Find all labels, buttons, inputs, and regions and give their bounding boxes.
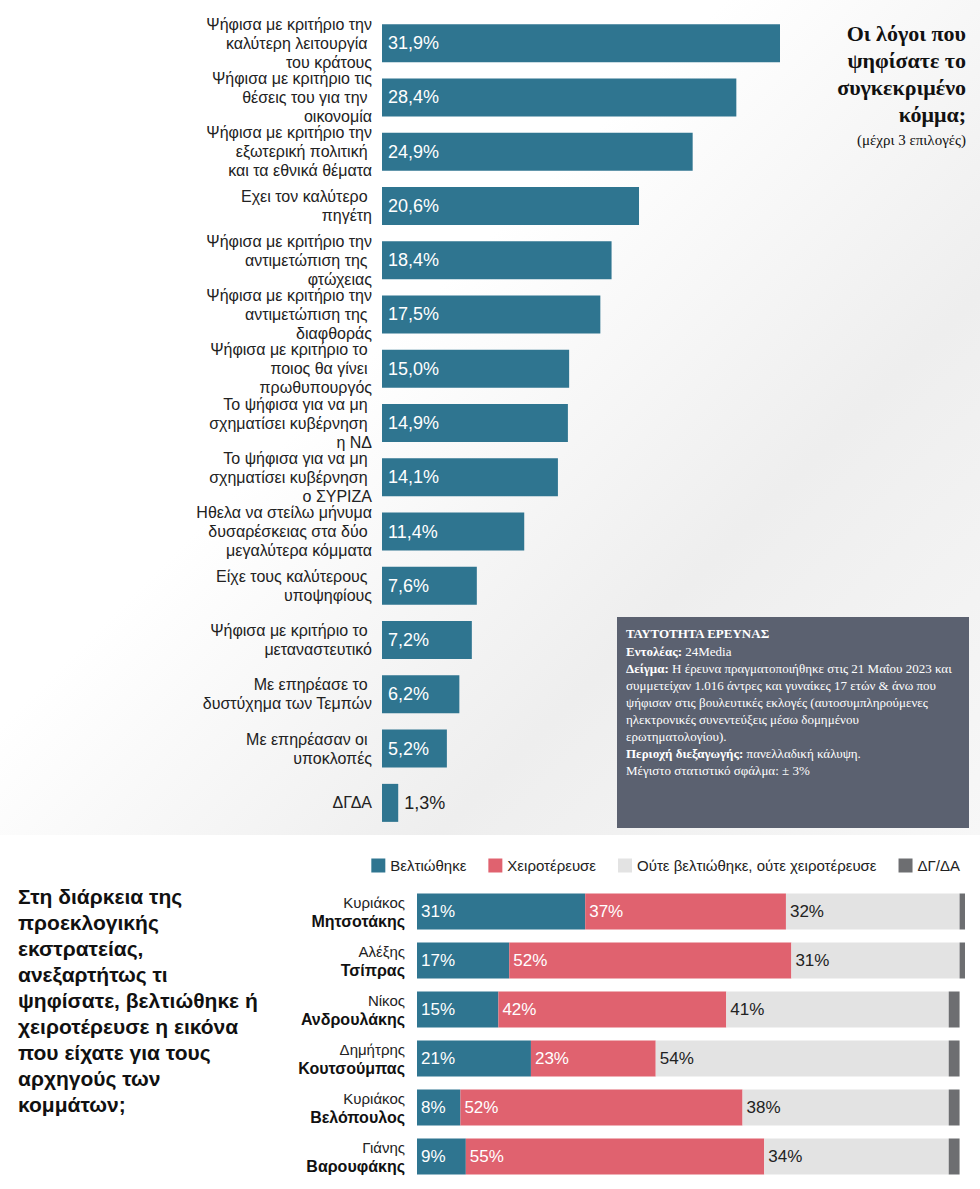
svg-text:7,6%: 7,6% <box>388 576 429 596</box>
svg-text:Νίκος: Νίκος <box>368 992 405 1009</box>
svg-text:8%: 8% <box>421 1098 446 1117</box>
svg-text:αντιμετώπιση της: αντιμετώπιση της <box>241 306 372 323</box>
svg-text:Δημήτρης: Δημήτρης <box>340 1041 405 1058</box>
svg-text:31,9%: 31,9% <box>388 33 439 53</box>
svg-text:Ψήφισα με κριτήριο το: Ψήφισα με κριτήριο το <box>210 341 372 358</box>
svg-text:17%: 17% <box>421 951 455 970</box>
svg-text:Ψήφισα με κριτήριο την: Ψήφισα με κριτήριο την <box>206 287 372 304</box>
svg-text:6,2%: 6,2% <box>388 684 429 704</box>
svg-text:Ψήφισα με κριτήριο την: Ψήφισα με κριτήριο την <box>206 124 372 141</box>
svg-text:πρωθυπουργός: πρωθυπουργός <box>260 379 373 396</box>
svg-text:9%: 9% <box>421 1147 446 1166</box>
svg-text:23%: 23% <box>535 1049 569 1068</box>
svg-text:Ούτε βελτιώθηκε, ούτε χειροτέρ: Ούτε βελτιώθηκε, ούτε χειροτέρευσε <box>637 857 877 874</box>
svg-text:ο ΣΥΡΙΖΑ: ο ΣΥΡΙΖΑ <box>303 488 373 505</box>
svg-text:ΔΓΔΑ: ΔΓΔΑ <box>333 794 373 811</box>
svg-text:αντιμετώπιση της: αντιμετώπιση της <box>241 252 372 269</box>
svg-text:31%: 31% <box>795 951 829 970</box>
svg-text:52%: 52% <box>513 951 547 970</box>
svg-text:Το ψήφισα για να μη: Το ψήφισα για να μη <box>223 396 372 413</box>
svg-text:Ηθελα να στείλω μήνυμα: Ηθελα να στείλω μήνυμα <box>196 504 372 521</box>
svg-text:Χειροτέρευσε: Χειροτέρευσε <box>507 857 596 874</box>
svg-text:55%: 55% <box>470 1147 504 1166</box>
svg-text:Γιάνης: Γιάνης <box>362 1139 405 1156</box>
svg-text:15,0%: 15,0% <box>388 359 439 379</box>
svg-text:Τσίπρας: Τσίπρας <box>341 962 405 980</box>
svg-text:εξωτερική πολιτική: εξωτερική πολιτική <box>231 143 372 161</box>
svg-text:28,4%: 28,4% <box>388 87 439 107</box>
svg-text:7,2%: 7,2% <box>388 630 429 650</box>
svg-text:Ανδρουλάκης: Ανδρουλάκης <box>301 1011 405 1029</box>
svg-text:Βελόπουλος: Βελόπουλος <box>310 1109 405 1127</box>
svg-text:Βελτιώθηκε: Βελτιώθηκε <box>390 857 466 874</box>
svg-text:σχηματίσει κυβέρνηση: σχηματίσει κυβέρνηση <box>209 415 372 432</box>
svg-text:Είχε τους καλύτερους: Είχε τους καλύτερους <box>216 568 372 585</box>
svg-text:διαφθοράς: διαφθοράς <box>296 325 372 342</box>
html-text:Περιοχή διεξαγωγής: πανελλαδικ: Περιοχή διεξαγωγής: πανελλαδική κάλυψη. <box>626 746 861 761</box>
svg-text:14,9%: 14,9% <box>388 413 439 433</box>
svg-text:38%: 38% <box>747 1098 781 1117</box>
svg-text:καλύτερη λειτουργία: καλύτερη λειτουργία <box>221 35 372 52</box>
svg-text:52%: 52% <box>464 1098 498 1117</box>
svg-text:Αλέξης: Αλέξης <box>359 943 405 960</box>
svg-text:37%: 37% <box>589 902 623 921</box>
svg-text:και τα εθνικά θέματα: και τα εθνικά θέματα <box>228 162 372 179</box>
svg-text:Με επηρέασαν οι: Με επηρέασαν οι <box>246 731 372 748</box>
html-text:(μέχρι 3 επιλογές): (μέχρι 3 επιλογές) <box>856 132 966 148</box>
svg-text:Με επηρέασε το: Με επηρέασε το <box>254 676 372 693</box>
svg-text:20,6%: 20,6% <box>388 196 439 216</box>
svg-text:1,3%: 1,3% <box>404 793 445 813</box>
svg-text:σχηματίσει κυβέρνηση: σχηματίσει κυβέρνηση <box>209 469 372 486</box>
svg-text:Ψήφισα με κριτήριο το: Ψήφισα με κριτήριο το <box>210 622 372 639</box>
svg-text:42%: 42% <box>502 1000 536 1019</box>
svg-text:Βαρουφάκης: Βαρουφάκης <box>306 1158 405 1176</box>
svg-text:υποκλοπές: υποκλοπές <box>293 750 372 767</box>
svg-text:17,5%: 17,5% <box>388 304 439 324</box>
svg-text:32%: 32% <box>790 902 824 921</box>
svg-text:Κυριάκος: Κυριάκος <box>343 1090 405 1107</box>
svg-text:Εχει τον καλύτερο: Εχει τον καλύτερο <box>241 188 372 205</box>
svg-text:ποιος θα γίνει: ποιος θα γίνει <box>270 360 372 377</box>
svg-text:Το ψήφισα για να μη: Το ψήφισα για να μη <box>223 450 372 467</box>
svg-text:οικονομία: οικονομία <box>304 108 372 125</box>
svg-text:θέσεις του για την: θέσεις του για την <box>238 89 372 106</box>
svg-text:του κράτους: του κράτους <box>286 54 372 71</box>
html-text:Δείγμα: Η έρευνα πραγματοποιήθ: Δείγμα: Η έρευνα πραγματοποιήθηκε στις 2… <box>626 661 952 744</box>
svg-text:11,4%: 11,4% <box>388 522 438 542</box>
svg-text:φτώχειας: φτώχειας <box>308 271 373 288</box>
svg-text:34%: 34% <box>768 1147 802 1166</box>
svg-text:5,2%: 5,2% <box>388 739 429 759</box>
svg-text:ΔΓ/ΔΑ: ΔΓ/ΔΑ <box>918 857 960 874</box>
svg-text:πηγέτη: πηγέτη <box>322 207 372 224</box>
svg-text:Ψήφισα με κριτήριο την: Ψήφισα με κριτήριο την <box>206 233 372 250</box>
svg-text:Μητσοτάκης: Μητσοτάκης <box>311 913 405 931</box>
svg-text:μεγαλύτερα κόμματα: μεγαλύτερα κόμματα <box>226 542 372 559</box>
svg-text:14,1%: 14,1% <box>388 467 439 487</box>
svg-text:η ΝΔ: η ΝΔ <box>336 434 372 451</box>
html-text:Οι λόγοι που ψηφίσατε το συγκε: Οι λόγοι που ψηφίσατε το συγκεκριμένο κό… <box>837 21 966 127</box>
svg-text:15%: 15% <box>421 1000 455 1019</box>
svg-text:31%: 31% <box>421 902 455 921</box>
svg-text:41%: 41% <box>730 1000 764 1019</box>
svg-text:μεταναστευτικό: μεταναστευτικό <box>264 641 372 658</box>
svg-text:21%: 21% <box>421 1049 455 1068</box>
svg-text:δυσαρέσκειας στα δύο: δυσαρέσκειας στα δύο <box>204 523 372 540</box>
svg-text:Ψήφισα με κριτήριο την: Ψήφισα με κριτήριο την <box>206 16 372 33</box>
svg-text:24,9%: 24,9% <box>388 142 439 162</box>
svg-text:54%: 54% <box>660 1049 694 1068</box>
svg-text:Κυριάκος: Κυριάκος <box>343 894 405 911</box>
svg-text:Κουτσούμπας: Κουτσούμπας <box>298 1060 405 1078</box>
html-text:ΤΑΥΤΟΤΗΤΑ ΕΡΕΥΝΑΣ: ΤΑΥΤΟΤΗΤΑ ΕΡΕΥΝΑΣ <box>626 626 770 641</box>
html-text:Εντολέας: 24Media: Εντολέας: 24Media <box>626 644 732 659</box>
html-text:Μέγιστο στατιστικό σφάλμα: ± 3: Μέγιστο στατιστικό σφάλμα: ± 3% <box>626 763 810 778</box>
svg-text:18,4%: 18,4% <box>388 250 439 270</box>
svg-text:υποψηφίους: υποψηφίους <box>284 587 372 604</box>
svg-text:δυστύχημα των Τεμπών: δυστύχημα των Τεμπών <box>203 695 372 712</box>
html-text:Στη διάρκεια της προεκλογικής: Στη διάρκεια της προεκλογικής εκστρατεία… <box>18 885 258 1116</box>
svg-text:Ψήφισα με κριτήριο τις: Ψήφισα με κριτήριο τις <box>212 70 372 87</box>
